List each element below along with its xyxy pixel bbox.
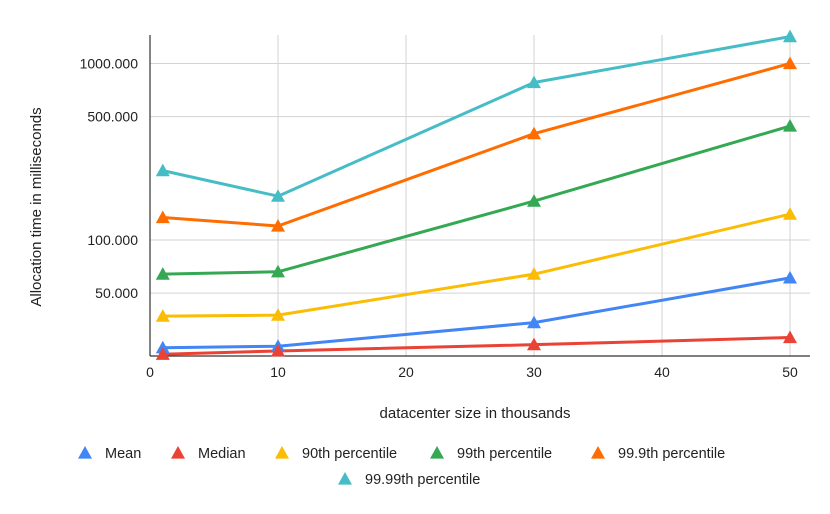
y-tick-labels: 50.000 100.000 500.000 1000.000 <box>80 55 139 301</box>
data-point-mean <box>783 270 797 284</box>
data-point-99th-percentile <box>155 267 170 280</box>
data-point-99-99th-percentile <box>155 163 170 177</box>
data-point-99-9th-percentile <box>271 218 285 232</box>
legend-label-90th-percentile: 90th percentile <box>302 446 397 462</box>
data-point-99-9th-percentile <box>155 210 170 224</box>
legend-item-median[interactable]: Median <box>171 446 246 462</box>
x-axis-title: datacenter size in thousands <box>380 405 571 422</box>
y-axis-title: Allocation time in milliseconds <box>28 107 45 306</box>
legend-item-99th-percentile[interactable]: 99th percentile <box>430 446 552 462</box>
data-point-median <box>783 330 797 344</box>
legend-label-99th-percentile: 99th percentile <box>457 446 552 462</box>
data-point-99-99th-percentile <box>783 29 797 43</box>
legend-label-99-9th-percentile: 99.9th percentile <box>618 446 725 462</box>
data-point-90th-percentile <box>783 207 797 220</box>
legend-label-mean: Mean <box>105 446 141 462</box>
legend: Mean Median 90th percentile 99th percentile… <box>78 446 725 488</box>
x-tick-label: 40 <box>654 364 670 380</box>
legend-marker-median <box>171 446 185 459</box>
data-point-99th-percentile <box>527 194 541 207</box>
x-tick-label: 50 <box>782 364 798 380</box>
data-point-90th-percentile <box>527 267 541 280</box>
data-point-median <box>155 347 170 360</box>
x-tick-labels: 0 10 20 30 40 50 <box>146 364 798 380</box>
legend-marker-99-99th-percentile <box>338 472 352 485</box>
legend-item-90th-percentile[interactable]: 90th percentile <box>275 446 397 462</box>
data-point-90th-percentile <box>271 308 285 321</box>
legend-marker-mean <box>78 446 92 459</box>
y-tick-label: 50.000 <box>95 285 138 301</box>
legend-item-99-99th-percentile[interactable]: 99.99th percentile <box>338 472 480 488</box>
series-line-99-99th-percentile <box>162 35 791 198</box>
grid-lines <box>150 35 810 356</box>
legend-item-mean[interactable]: Mean <box>78 446 141 462</box>
data-point-99-99th-percentile <box>271 189 285 202</box>
data-point-99th-percentile <box>271 264 285 278</box>
series-lines <box>162 35 791 356</box>
x-tick-label: 0 <box>146 364 154 380</box>
legend-label-99-99th-percentile: 99.99th percentile <box>365 472 480 488</box>
x-tick-label: 30 <box>526 364 542 380</box>
series-markers <box>155 29 797 360</box>
x-tick-label: 20 <box>398 364 414 380</box>
legend-marker-99th-percentile <box>430 446 444 459</box>
y-tick-label: 1000.000 <box>80 55 139 71</box>
data-point-mean <box>527 315 541 329</box>
data-point-median <box>527 337 541 351</box>
data-point-99-99th-percentile <box>527 75 541 89</box>
series-line-99th-percentile <box>162 124 791 276</box>
series-line-90th-percentile <box>162 212 791 318</box>
series-line-median <box>162 336 791 356</box>
legend-item-99-9th-percentile[interactable]: 99.9th percentile <box>591 446 725 462</box>
legend-marker-99-9th-percentile <box>591 446 605 459</box>
data-point-90th-percentile <box>155 309 170 322</box>
x-tick-label: 10 <box>270 364 286 380</box>
series-line-mean <box>162 276 791 350</box>
data-point-99-9th-percentile <box>783 56 797 70</box>
legend-label-median: Median <box>198 446 246 462</box>
data-point-mean <box>155 340 170 354</box>
legend-marker-90th-percentile <box>275 446 289 459</box>
y-tick-label: 500.000 <box>87 109 138 125</box>
series-line-99-9th-percentile <box>162 62 791 228</box>
data-point-median <box>271 343 285 357</box>
data-point-99th-percentile <box>783 119 797 132</box>
y-tick-label: 100.000 <box>87 232 138 248</box>
data-point-99-9th-percentile <box>527 126 541 140</box>
